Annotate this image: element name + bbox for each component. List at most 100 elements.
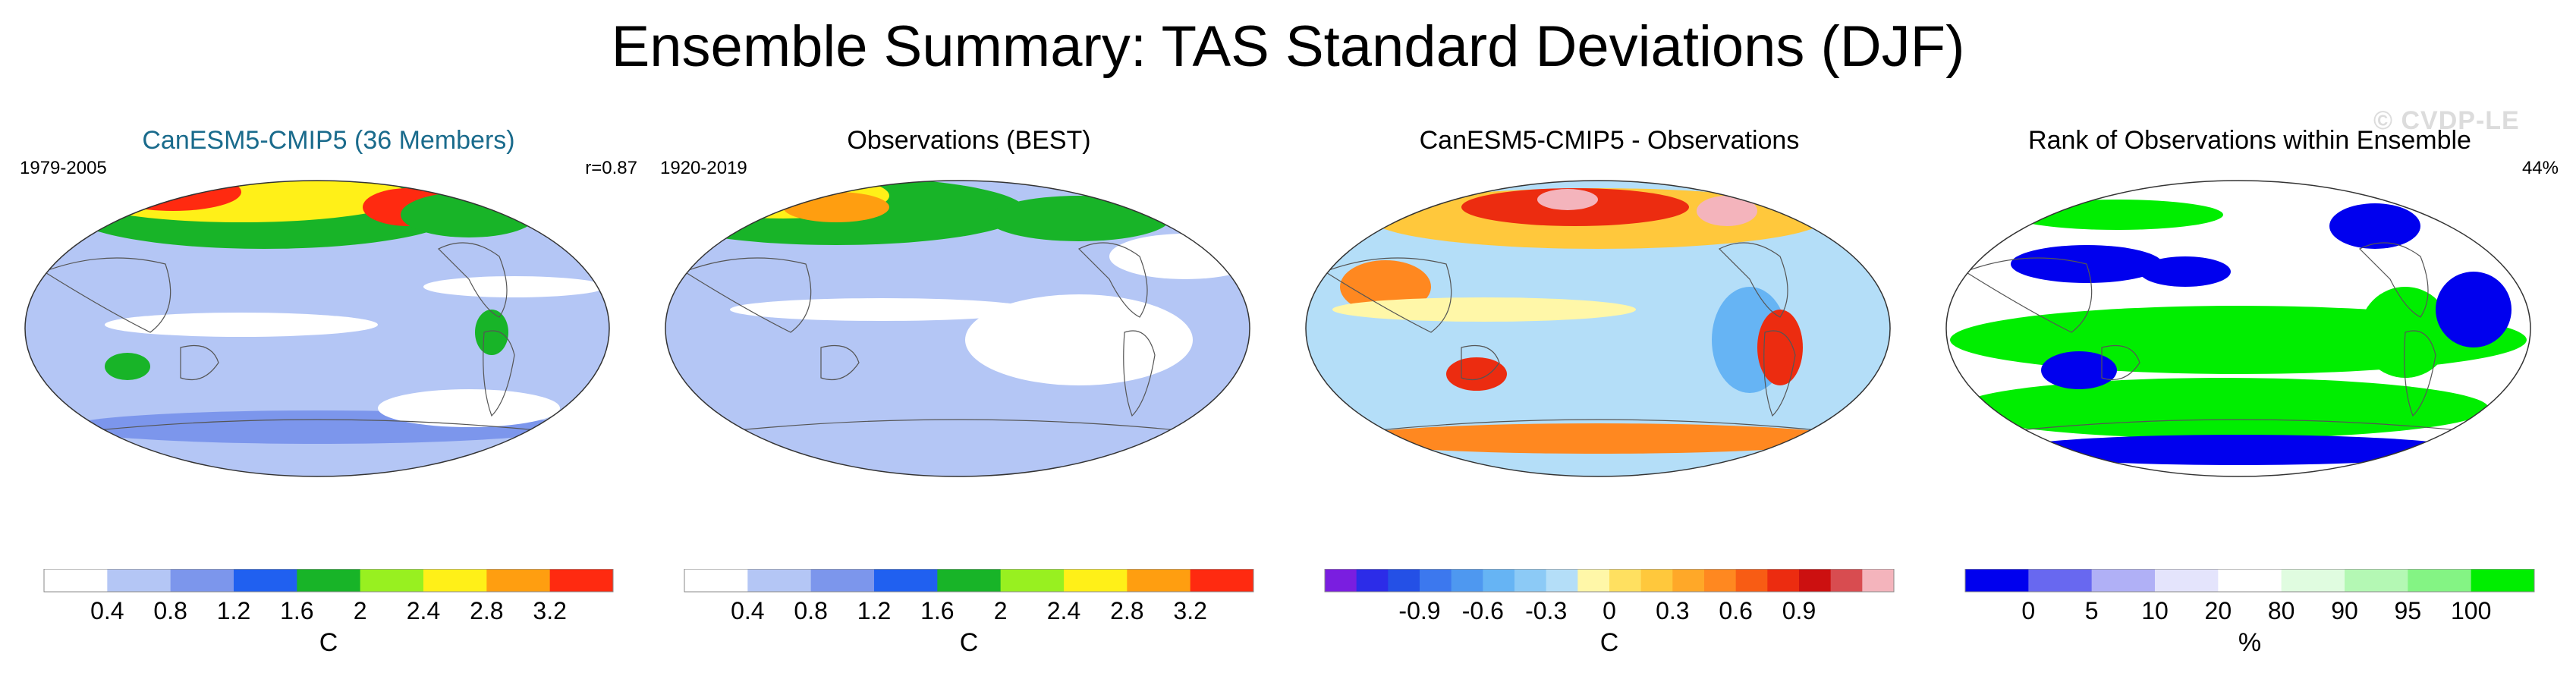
colorbar-tick-label: 0.8: [153, 597, 187, 624]
colorbar-tick-label: -0.6: [1462, 597, 1504, 624]
map-border: [1305, 180, 1891, 477]
map-difference: [1305, 180, 1891, 477]
colorbar-swatch: [1672, 569, 1705, 592]
map-rank: [1945, 180, 2531, 477]
colorbar-rank: 0 5 10 20 80 90 95 100%: [1964, 569, 2535, 657]
colorbar-tick-label: 1.2: [857, 597, 891, 624]
colorbar-swatch: [1546, 569, 1578, 592]
colorbar-swatch: [1420, 569, 1452, 592]
colorbar-swatch: [549, 569, 614, 592]
colorbar-swatch: [486, 569, 551, 592]
colorbar-tick-label: -0.3: [1525, 597, 1567, 624]
map-border: [665, 180, 1250, 477]
colorbar-frame: [1324, 569, 1895, 593]
watermark: © CVDP-LE: [2373, 106, 2520, 135]
colorbar-tick-label: 80: [2268, 597, 2295, 624]
colorbar-tick-label: 1.6: [920, 597, 954, 624]
panel-obs-std: Observations (BEST) 1920-2019 0.4 0.8 1.2 1…: [654, 114, 1284, 660]
colorbar-tick-label: 0.9: [1782, 597, 1816, 624]
colorbar-swatch: [1767, 569, 1800, 592]
colorbar-swatch: [297, 569, 361, 592]
colorbar-tick-label: 0: [1603, 597, 1616, 624]
colorbar-tick-label: 2: [994, 597, 1008, 624]
colorbar-swatch: [1735, 569, 1768, 592]
colorbar-swatch: [1356, 569, 1389, 592]
panel-title: CanESM5-CMIP5 - Observations: [1419, 126, 1800, 155]
map-model-std: [24, 180, 610, 477]
colorbar-tick-label: 0: [2021, 597, 2035, 624]
colorbar-tick-label: 1.2: [217, 597, 250, 624]
colorbar-swatch: [2345, 569, 2408, 592]
colorbar-tick-label: 0.3: [1656, 597, 1689, 624]
colorbar-tick-label: 2.8: [1110, 597, 1143, 624]
colorbar-swatch: [1965, 569, 2029, 592]
colorbar-swatch: [810, 569, 875, 592]
colorbar-tick-label: 0.8: [794, 597, 827, 624]
colorbar-model-std: 0.4 0.8 1.2 1.6 2 2.4 2.8 3.2 C: [43, 569, 614, 657]
panel-model-std: CanESM5-CMIP5 (36 Members) 1979-2005 r=0…: [14, 114, 643, 660]
colorbar-tick-label: 2.4: [407, 597, 440, 624]
panel-title: Observations (BEST): [847, 126, 1091, 155]
colorbar-tick-label: 90: [2331, 597, 2358, 624]
colorbar-tick-label: -0.9: [1398, 597, 1440, 624]
colorbar-swatch: [107, 569, 171, 592]
figure-title: Ensemble Summary: TAS Standard Deviation…: [611, 14, 1965, 79]
colorbar-swatch: [360, 569, 424, 592]
colorbar-tick-label: 3.2: [1173, 597, 1206, 624]
map-field: [665, 181, 1250, 476]
period-label: 1920-2019: [660, 158, 747, 178]
map-field: [1946, 181, 2530, 476]
map-border: [24, 180, 610, 477]
panel-title: Rank of Observations within Ensemble: [2028, 126, 2471, 155]
colorbar-swatch: [1830, 569, 1863, 592]
colorbar-swatch: [2155, 569, 2219, 592]
colorbar-swatch: [937, 569, 1002, 592]
colorbar-tick-label: 2.8: [470, 597, 503, 624]
pattern-correlation-label: r=0.87: [585, 158, 637, 178]
panel-rank: Rank of Observations within Ensemble 44%…: [1935, 114, 2565, 660]
colorbar-swatch: [423, 569, 487, 592]
colorbar-swatch: [747, 569, 812, 592]
colorbar-swatch: [1577, 569, 1610, 592]
rank-percent-label: 44%: [2521, 158, 2559, 178]
colorbar-frame: [43, 569, 614, 593]
colorbar-swatch: [1862, 569, 1895, 592]
colorbar-swatch: [44, 569, 108, 592]
colorbar-swatch: [1483, 569, 1515, 592]
colorbar-swatch: [1609, 569, 1642, 592]
colorbar-swatch: [1514, 569, 1547, 592]
map-border: [1945, 180, 2531, 477]
colorbar-swatch: [874, 569, 938, 592]
colorbar-swatch: [1190, 569, 1254, 592]
colorbar-difference: -0.9 -0.6 -0.3 0 0.3 0.6 0.9 C: [1324, 569, 1895, 657]
colorbar-swatch: [234, 569, 297, 592]
colorbar-swatch: [2281, 569, 2345, 592]
colorbar-swatch: [1325, 569, 1357, 592]
colorbar-swatch: [1799, 569, 1832, 592]
period-label: 1979-2005: [20, 158, 107, 178]
map-field: [1306, 181, 1890, 476]
colorbar-tick-label: 100: [2451, 597, 2491, 624]
colorbar-swatch: [2408, 569, 2472, 592]
map-field: [25, 181, 609, 476]
colorbar-unit: C: [1600, 628, 1619, 657]
colorbar-swatch: [684, 569, 748, 592]
colorbar-swatch: [2028, 569, 2093, 592]
colorbar-unit: %: [2238, 628, 2261, 657]
colorbar-tick-label: 5: [2085, 597, 2099, 624]
colorbar-tick-label: 10: [2141, 597, 2169, 624]
panel-difference: CanESM5-CMIP5 - Observations -0.9 -0.6 -0.…: [1294, 114, 1924, 660]
colorbar-swatch: [170, 569, 234, 592]
colorbar-frame: [1964, 569, 2535, 593]
colorbar-tick-label: 20: [2205, 597, 2232, 624]
colorbar-swatch: [1704, 569, 1737, 592]
colorbar-swatch: [2218, 569, 2282, 592]
colorbar-tick-label: 0.4: [731, 597, 764, 624]
colorbar-frame: [684, 569, 1254, 593]
colorbar-tick-label: 2.4: [1047, 597, 1080, 624]
colorbar-tick-label: 3.2: [533, 597, 566, 624]
colorbar-tick-label: 95: [2395, 597, 2422, 624]
colorbar-tick-label: 0.6: [1719, 597, 1752, 624]
colorbar-swatch: [1451, 569, 1483, 592]
colorbar-obs-std: 0.4 0.8 1.2 1.6 2 2.4 2.8 3.2 C: [684, 569, 1254, 657]
